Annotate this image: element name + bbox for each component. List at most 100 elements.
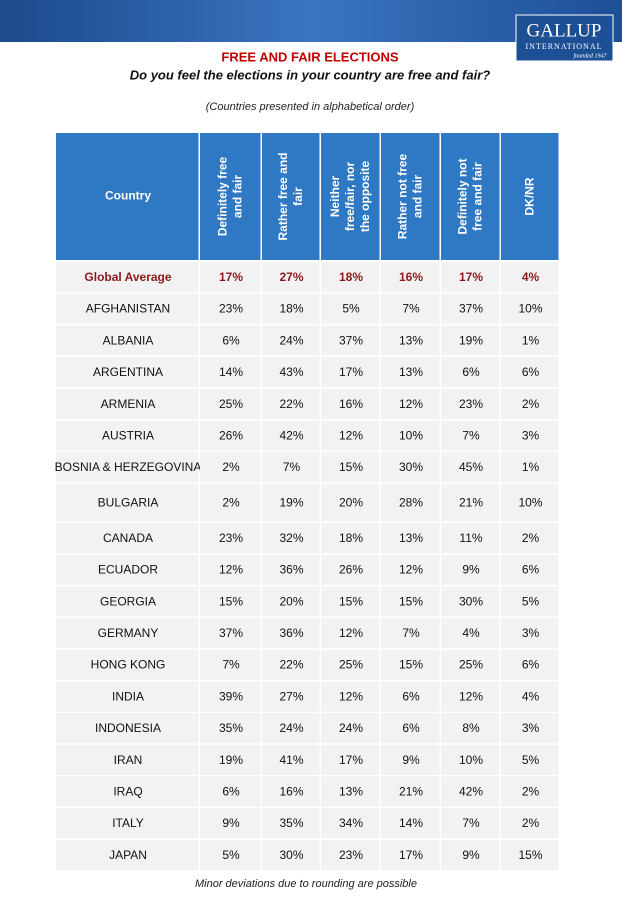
cell-text: 22% [279,397,303,411]
cell [56,649,199,680]
cell [200,325,261,356]
cell [321,618,380,649]
cell [262,839,320,871]
cell-text: 15% [339,460,363,474]
cell-text: 15% [399,594,423,608]
cell [501,325,559,356]
cell [200,293,261,324]
cell-text: 12% [459,689,483,703]
cell-text: 2% [522,785,540,799]
cell-text: 18% [279,302,303,316]
footnote: Minor deviations due to rounding are pos… [195,878,417,890]
cell [262,649,320,680]
cell [321,452,380,483]
cell-text: ALBANIA [103,333,154,347]
cell [381,808,440,839]
cell-text: INDONESIA [95,721,161,735]
cell-text: 9% [222,816,240,830]
cell [441,808,500,839]
cell [501,649,559,680]
global-cell-text: 17% [219,270,243,284]
cell [262,713,320,744]
cell [501,293,559,324]
cell-text: 12% [339,429,363,443]
cell [321,262,380,293]
cell [56,483,199,522]
cell [262,776,320,807]
cell-text: 5% [222,848,240,862]
header-text: Neitherfree/fair, northe opposite [328,161,372,233]
cell [200,522,261,554]
cell [441,744,500,775]
cell [501,554,559,585]
logo-box [515,14,614,62]
cell-text: 24% [279,721,303,735]
cell-text: 19% [279,496,303,510]
cell [262,325,320,356]
cell-text: 6% [522,365,540,379]
cell [56,357,199,388]
cell [262,586,320,617]
cell [501,808,559,839]
cell [262,388,320,419]
cell [381,452,440,483]
cell [262,452,320,483]
cell [321,388,380,419]
global-cell-text: 16% [399,270,423,284]
cell [501,681,559,712]
cell [381,420,440,451]
cell-text: 2% [522,531,540,545]
cell-text: 8% [462,721,480,735]
cell-text: 37% [339,333,363,347]
cell [381,554,440,585]
cell-text: 16% [339,397,363,411]
header-cell [321,133,380,260]
cell [262,522,320,554]
cell [56,586,199,617]
cell-text: 20% [279,594,303,608]
cell-text: 9% [462,848,480,862]
cell [381,776,440,807]
cell-text: AFGHANISTAN [86,302,170,316]
cell [200,483,261,522]
cell-text: 27% [279,689,303,703]
header-cell [200,133,261,260]
cell [56,618,199,649]
cell-text: 13% [399,365,423,379]
cell [200,452,261,483]
cell-text: INDIA [112,689,144,703]
cell [56,522,199,554]
cell-text: 37% [219,626,243,640]
cell [321,483,380,522]
cell [262,808,320,839]
global-cell-text: 18% [339,270,363,284]
header-cell [262,133,320,260]
cell-text: HONG KONG [91,658,166,672]
cell-text: ECUADOR [98,563,158,577]
cell-text: 13% [399,531,423,545]
cell [441,713,500,744]
cell-text: 3% [522,429,540,443]
cell-text: GERMANY [98,626,159,640]
cell [381,325,440,356]
cell [321,586,380,617]
cell [441,262,500,293]
cell-text: 15% [339,594,363,608]
cell [381,586,440,617]
logo-founded: founded 1947 [574,52,608,59]
cell-text: 19% [459,333,483,347]
cell [501,388,559,419]
cell-text: 2% [522,397,540,411]
header-text: Definitely freeand fair [216,156,245,236]
cell [262,554,320,585]
logo-name: GALLUP [527,20,602,41]
cell [501,744,559,775]
cell [321,420,380,451]
cell [381,839,440,871]
cell [56,713,199,744]
cell [321,713,380,744]
cell [501,262,559,293]
cell-text: 28% [399,496,423,510]
cell-text: 12% [219,563,243,577]
